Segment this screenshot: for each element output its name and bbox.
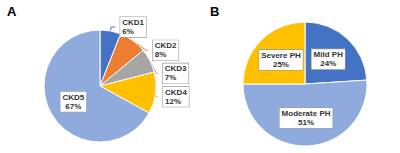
svg-text:7%: 7% (165, 73, 177, 82)
svg-text:8%: 8% (155, 50, 167, 59)
svg-text:A: A (7, 4, 17, 19)
svg-text:67%: 67% (65, 102, 81, 111)
svg-text:CKD1: CKD1 (122, 18, 144, 27)
svg-text:24%: 24% (320, 59, 336, 68)
svg-text:12%: 12% (165, 97, 181, 106)
svg-text:CKD2: CKD2 (155, 41, 177, 50)
svg-text:51%: 51% (298, 118, 314, 127)
svg-text:25%: 25% (273, 60, 289, 69)
svg-text:Moderate PH: Moderate PH (282, 109, 331, 118)
svg-text:6%: 6% (122, 27, 134, 36)
svg-text:CKD3: CKD3 (165, 64, 187, 73)
svg-text:CKD4: CKD4 (165, 88, 187, 97)
svg-text:B: B (210, 4, 219, 19)
svg-text:CKD5: CKD5 (62, 93, 84, 102)
svg-text:Severe PH: Severe PH (261, 51, 301, 60)
svg-text:Mild PH: Mild PH (314, 50, 344, 59)
